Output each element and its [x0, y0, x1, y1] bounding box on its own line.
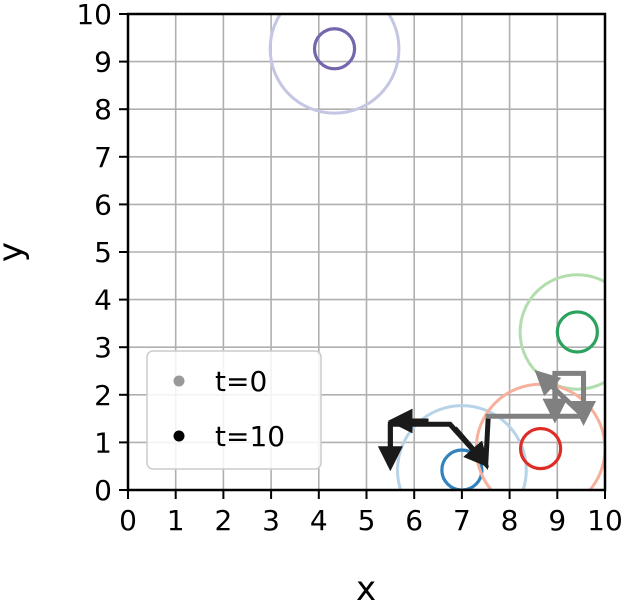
y-tick-label: 6 [94, 188, 112, 221]
arrow-t0 [534, 369, 586, 419]
arrow-t10 [452, 426, 490, 468]
y-tick-label: 7 [94, 141, 112, 174]
x-tick-label: 10 [587, 504, 623, 537]
y-tick-label: 2 [94, 379, 112, 412]
circle-t10 [518, 426, 563, 471]
y-tick-label: 9 [94, 46, 112, 79]
x-tick-label: 6 [405, 504, 423, 537]
x-tick-label: 3 [262, 504, 280, 537]
y-tick-label: 3 [94, 331, 112, 364]
y-tick-label: 0 [94, 474, 112, 507]
legend: t=0 t=10 [146, 350, 322, 470]
x-tick-label: 0 [119, 504, 137, 537]
circle-t10 [312, 27, 357, 71]
y-axis-label: y [0, 242, 31, 262]
x-tick-label: 1 [167, 504, 185, 537]
legend-label-t0: t=0 [215, 365, 267, 398]
y-tick-label: 8 [94, 93, 112, 126]
x-axis: 0 1 2 3 4 5 6 7 8 9 10 [119, 490, 623, 537]
x-axis-label: x [356, 569, 376, 609]
x-tick-label: 4 [310, 504, 328, 537]
x-tick-label: 2 [214, 504, 232, 537]
circle-t0 [268, 14, 401, 115]
circle-t10 [440, 448, 484, 490]
paths [377, 369, 597, 472]
circle-t10 [555, 310, 599, 354]
y-tick-label: 5 [94, 236, 112, 269]
y-axis: 0 1 2 3 4 5 6 7 8 9 10 [76, 0, 128, 507]
x-tick-label: 9 [548, 504, 566, 537]
y-tick-label: 1 [94, 426, 112, 459]
circle-t0 [518, 273, 605, 391]
legend-label-t10: t=10 [215, 420, 285, 453]
legend-box [146, 350, 322, 470]
y-tick-label: 4 [94, 284, 112, 317]
x-tick-label: 7 [453, 504, 471, 537]
circles [268, 14, 605, 490]
x-tick-label: 5 [358, 504, 376, 537]
y-tick-label: 10 [76, 0, 112, 31]
legend-marker-t0 [173, 375, 185, 387]
legend-marker-t10 [173, 430, 185, 442]
x-tick-label: 8 [501, 504, 519, 537]
